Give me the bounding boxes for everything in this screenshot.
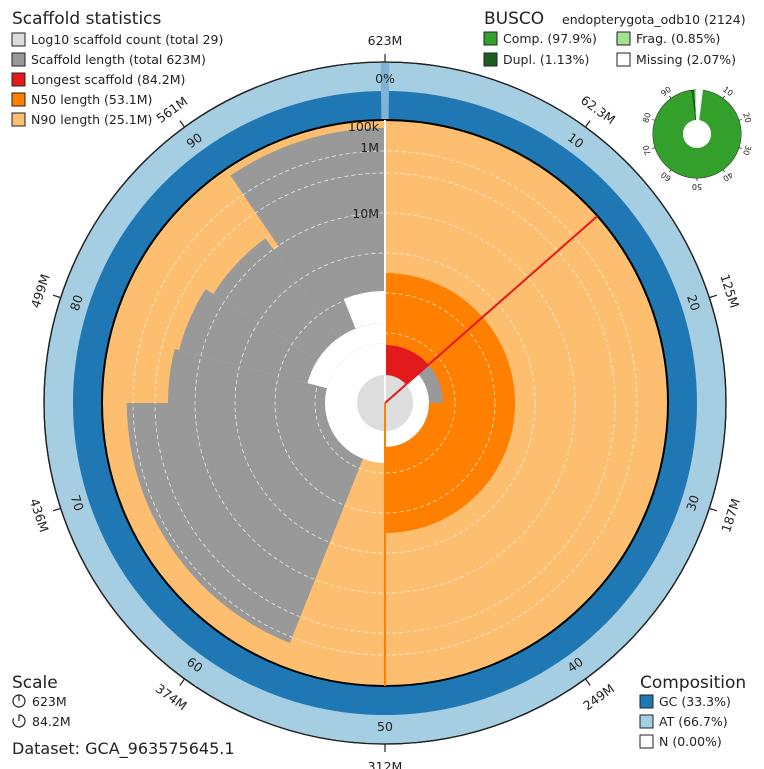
busco-label-complete: Comp. (97.9%) bbox=[503, 31, 597, 46]
busco-tick-label-3: 40 bbox=[721, 170, 735, 183]
percent-tick-2: 20 bbox=[684, 293, 703, 313]
busco-label-fragmented: Frag. (0.85%) bbox=[636, 31, 720, 46]
busco-tick-label-8: 90 bbox=[659, 85, 673, 98]
legend-label-n50: N50 length (53.1M) bbox=[31, 92, 152, 107]
busco-tick-mark-8 bbox=[669, 95, 672, 99]
outer-tick-label-6: 374M bbox=[153, 681, 190, 714]
outer-tick-label-0: 623M bbox=[368, 33, 403, 48]
legend-swatch-n50 bbox=[11, 92, 26, 107]
dataset-label: Dataset: GCA_963575645.1 bbox=[12, 739, 235, 759]
busco-lineage: endopterygota_odb10 (2124) bbox=[562, 12, 746, 27]
busco-tick-label-5: 60 bbox=[659, 170, 673, 183]
longest-scaffold-line bbox=[384, 215, 599, 404]
percent-tick-0: 0% bbox=[375, 71, 395, 86]
busco-tick-mark-2 bbox=[738, 147, 742, 149]
composition-label-gc: GC (33.3%) bbox=[659, 694, 731, 709]
busco-tick-mark-0 bbox=[722, 95, 725, 99]
busco-tick-mark-7 bbox=[652, 119, 656, 121]
legend-swatch-length bbox=[11, 52, 26, 67]
outer-tick-mark-3 bbox=[709, 507, 718, 512]
busco-swatch-duplicated bbox=[483, 52, 498, 67]
scaffold-inner-step-a bbox=[307, 323, 385, 389]
outer-tick-label-1: 62.3M bbox=[578, 92, 618, 127]
outer-tick-label-8: 499M bbox=[28, 272, 53, 310]
outer-tick-mark-9 bbox=[179, 120, 186, 128]
composition-label-n: N (0.00%) bbox=[659, 734, 722, 749]
busco-tick-mark-1 bbox=[738, 119, 742, 121]
busco-legend: BUSCO endopterygota_odb10 (2124) Comp. (… bbox=[483, 9, 746, 67]
outer-tick-label-7: 436M bbox=[27, 497, 52, 535]
scale-label-longest: 84.2M bbox=[32, 714, 71, 729]
scale-label-total: 623M bbox=[32, 694, 67, 709]
outer-tick-mark-8 bbox=[52, 294, 61, 299]
busco-donut: 10 20 30 40 50 60 70 80 90 bbox=[641, 85, 753, 191]
busco-swatch-missing bbox=[616, 52, 631, 67]
legend-swatch-longest bbox=[11, 72, 26, 87]
outer-tick-label-5: 312M bbox=[368, 759, 403, 769]
scale-longest-icon bbox=[12, 714, 26, 728]
scaffold-length-outer bbox=[230, 128, 385, 304]
legend-label-n90: N90 length (25.1M) bbox=[31, 112, 152, 127]
busco-tick-mark-6 bbox=[652, 147, 656, 149]
busco-tick-label-0: 10 bbox=[721, 85, 735, 98]
busco-swatch-fragmented bbox=[616, 31, 631, 46]
busco-tick-label-4: 50 bbox=[692, 182, 702, 191]
outer-tick-mark-2 bbox=[709, 294, 718, 299]
outer-tick-mark-6 bbox=[179, 678, 186, 686]
composition-swatch-at bbox=[639, 714, 654, 729]
radial-label-1: 1M bbox=[360, 140, 379, 155]
percent-tick-5: 50 bbox=[377, 719, 393, 734]
busco-tick-label-2: 30 bbox=[741, 144, 753, 156]
composition-swatch-gc bbox=[639, 694, 654, 709]
busco-donut-hole bbox=[683, 120, 711, 148]
composition-label-at: AT (66.7%) bbox=[659, 714, 728, 729]
busco-tick-mark-3 bbox=[722, 169, 725, 173]
radial-label-2: 10M bbox=[352, 206, 379, 221]
legend-swatch-count bbox=[11, 32, 26, 47]
scaffold-length-step-0 bbox=[126, 403, 385, 644]
scaffold-inner-step-b bbox=[343, 291, 385, 329]
busco-tick-label-6: 70 bbox=[641, 144, 653, 156]
grid-circle-2 bbox=[194, 212, 576, 594]
busco-tick-label-1: 20 bbox=[741, 112, 753, 124]
percent-tick-7: 70 bbox=[68, 493, 87, 513]
busco-label-missing: Missing (2.07%) bbox=[636, 52, 736, 67]
composition-legend: Composition GC (33.3%) AT (66.7%) N (0.0… bbox=[639, 673, 746, 749]
busco-segment-0 bbox=[653, 90, 742, 178]
grid-circle-1 bbox=[154, 172, 616, 634]
legend-swatch-n90 bbox=[11, 112, 26, 127]
legend-label-length: Scaffold length (total 623M) bbox=[31, 52, 206, 67]
busco-segment-2 bbox=[691, 90, 697, 121]
composition-swatch-n bbox=[639, 734, 654, 749]
legend-label-longest: Longest scaffold (84.2M) bbox=[31, 72, 185, 87]
scaffold-inner-hole bbox=[325, 343, 385, 463]
outer-tick-label-2: 125M bbox=[717, 272, 742, 310]
scaffold-legend-title: Scaffold statistics bbox=[12, 9, 162, 29]
percent-tick-8: 80 bbox=[67, 293, 86, 313]
busco-label-duplicated: Dupl. (1.13%) bbox=[503, 52, 589, 67]
busco-tick-label-7: 80 bbox=[641, 112, 653, 124]
busco-title: BUSCO bbox=[484, 9, 544, 29]
outer-tick-mark-7 bbox=[52, 507, 61, 512]
composition-start-marker bbox=[380, 61, 390, 121]
scale-legend: Scale 623M 84.2M Dataset: GCA_963575645.… bbox=[12, 673, 235, 759]
scaffold-legend: Scaffold statistics Log10 scaffold count… bbox=[11, 9, 223, 127]
outer-tick-label-4: 249M bbox=[580, 681, 617, 714]
busco-swatch-complete bbox=[483, 31, 498, 46]
legend-label-count: Log10 scaffold count (total 29) bbox=[31, 32, 223, 47]
scale-title: Scale bbox=[12, 673, 58, 693]
percent-tick-3: 30 bbox=[683, 493, 702, 513]
outer-tick-label-3: 187M bbox=[718, 497, 743, 535]
n50-region bbox=[385, 273, 515, 533]
outer-tick-mark-1 bbox=[584, 120, 591, 128]
plot-area: 100k 1M 10M 0% 10 20 30 40 50 60 70 80 90 623M 62.3M 12… bbox=[27, 33, 743, 769]
outer-tick-mark-4 bbox=[584, 678, 591, 686]
grid-circle-3 bbox=[234, 252, 536, 554]
grid-circle-4 bbox=[274, 292, 496, 514]
radial-label-0: 100k bbox=[348, 119, 380, 134]
outer-tick-label-9: 561M bbox=[154, 93, 191, 126]
composition-title: Composition bbox=[640, 673, 746, 693]
busco-tick-mark-5 bbox=[669, 169, 672, 173]
